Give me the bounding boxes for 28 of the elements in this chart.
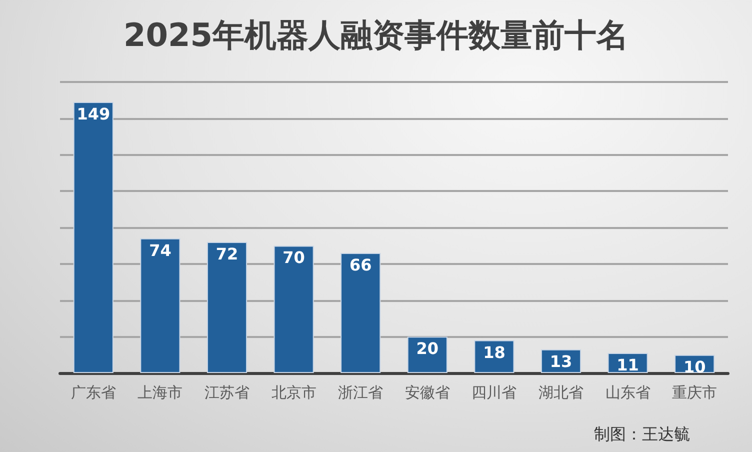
x-tick-label: 浙江省 — [338, 384, 384, 402]
data-label: 149 — [76, 104, 110, 124]
data-label: 13 — [550, 352, 572, 371]
data-label: 11 — [616, 355, 639, 374]
x-tick-label: 山东省 — [605, 384, 650, 402]
x-tick-label: 重庆市 — [672, 384, 718, 402]
x-tick-label: 四川省 — [472, 384, 517, 402]
data-label: 18 — [483, 342, 506, 362]
x-tick-label: 上海市 — [138, 384, 183, 402]
x-tick-label: 江苏省 — [204, 384, 250, 402]
bar — [206, 242, 248, 373]
bar — [274, 246, 314, 373]
data-label: 20 — [416, 339, 439, 358]
chart-title: 2025年机器人融资事件数量前十名 — [123, 16, 629, 54]
data-label: 70 — [282, 248, 305, 268]
data-label: 10 — [683, 357, 706, 376]
bar — [73, 102, 114, 373]
x-tick-label: 北京市 — [271, 384, 316, 402]
x-tick-label: 安徽省 — [404, 384, 450, 402]
bar — [340, 252, 381, 373]
data-label: 72 — [216, 244, 238, 264]
x-tick-label: 广东省 — [70, 384, 116, 402]
x-tick-label: 湖北省 — [538, 384, 584, 402]
data-label: 66 — [349, 255, 372, 274]
data-label: 74 — [149, 240, 172, 260]
bar — [407, 336, 448, 373]
text: 制图：王达毓 — [594, 424, 690, 444]
bar — [140, 238, 180, 373]
